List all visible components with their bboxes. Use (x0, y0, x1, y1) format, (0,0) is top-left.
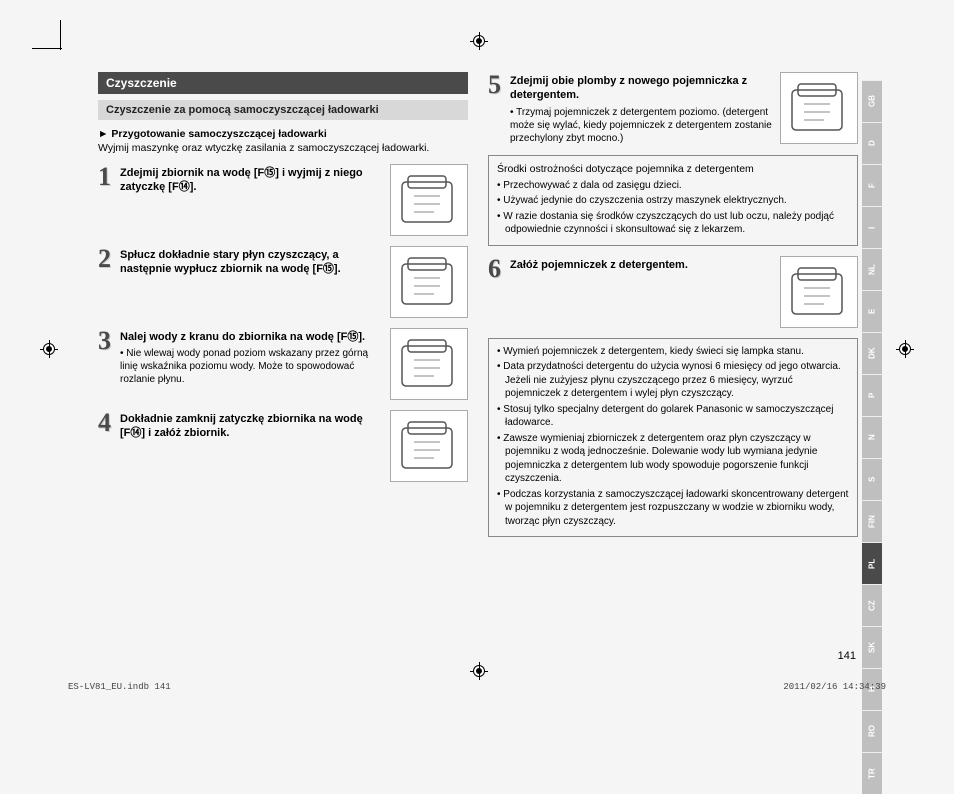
step-number: 4 (98, 408, 111, 437)
step-illustration (780, 72, 858, 144)
info-box: Wymień pojemniczek z detergentem, kiedy … (488, 338, 858, 538)
info-item: Wymień pojemniczek z detergentem, kiedy … (497, 345, 849, 359)
lang-tab-sk[interactable]: SK (862, 626, 882, 668)
step-number: 1 (98, 162, 111, 191)
lang-tab-f[interactable]: F (862, 164, 882, 206)
warning-item: W razie dostania się środków czyszczącyc… (497, 210, 849, 237)
lang-tab-tr[interactable]: TR (862, 752, 882, 794)
subsection-header: Czyszczenie za pomocą samoczyszczącej ła… (98, 100, 468, 120)
step-5: 5 Zdejmij obie plomby z nowego pojemniczk… (488, 72, 858, 145)
lang-tab-pl[interactable]: PL (862, 542, 882, 584)
info-item: Data przydatności detergentu do użycia w… (497, 360, 849, 401)
step-3: 3 Nalej wody z kranu do zbiornika na wodę… (98, 328, 468, 400)
right-column: 5 Zdejmij obie plomby z nowego pojemniczk… (488, 72, 858, 672)
lang-tab-s[interactable]: S (862, 458, 882, 500)
warning-item: Przechowywać z dala od zasięgu dzieci. (497, 179, 849, 193)
warning-box: Środki ostrożności dotyczące pojemnika z… (488, 155, 858, 246)
lang-tab-i[interactable]: I (862, 206, 882, 248)
lang-tab-nl[interactable]: NL (862, 248, 882, 290)
step-title: Dokładnie zamknij zatyczkę zbiornika na … (120, 412, 384, 441)
lang-tab-fin[interactable]: FIN (862, 500, 882, 542)
step-note: • Nie wlewaj wody ponad poziom wskazany … (120, 347, 384, 386)
step-illustration (390, 410, 468, 482)
step-illustration (390, 328, 468, 400)
step-title: Załóż pojemniczek z detergentem. (510, 258, 774, 272)
step-note: • Trzymaj pojemniczek z detergentem pozi… (510, 106, 774, 145)
step-illustration (390, 246, 468, 318)
footer-timestamp: 2011/02/16 14:34:39 (783, 682, 886, 692)
step-6: 6 Załóż pojemniczek z detergentem. (488, 256, 858, 328)
intro-heading: ►Przygotowanie samoczyszczącej ładowarki (98, 128, 468, 140)
step-title: Nalej wody z kranu do zbiornika na wodę … (120, 330, 384, 344)
lang-tab-gb[interactable]: GB (862, 80, 882, 122)
footer-filename: ES-LV81_EU.indb 141 (68, 682, 171, 692)
step-4: 4 Dokładnie zamknij zatyczkę zbiornika na… (98, 410, 468, 482)
info-item: Podczas korzystania z samoczyszczącej ła… (497, 488, 849, 529)
left-column: Czyszczenie Czyszczenie za pomocą samocz… (98, 72, 468, 672)
lang-tab-cz[interactable]: CZ (862, 584, 882, 626)
lang-tab-e[interactable]: E (862, 290, 882, 332)
step-title: Spłucz dokładnie stary płyn czyszczący, … (120, 248, 384, 277)
lang-tab-dk[interactable]: DK (862, 332, 882, 374)
lang-tab-d[interactable]: D (862, 122, 882, 164)
lang-tab-n[interactable]: N (862, 416, 882, 458)
step-illustration (780, 256, 858, 328)
section-header: Czyszczenie (98, 72, 468, 94)
step-1: 1 Zdejmij zbiornik na wodę [F⑮] i wyjmij … (98, 164, 468, 236)
lang-tab-p[interactable]: P (862, 374, 882, 416)
lang-tab-ro[interactable]: RO (862, 710, 882, 752)
arrow-icon: ► (98, 128, 108, 140)
warning-box-title: Środki ostrożności dotyczące pojemnika z… (497, 162, 849, 176)
step-illustration (390, 164, 468, 236)
step-number: 3 (98, 326, 111, 355)
step-number: 6 (488, 254, 501, 283)
page-content: Czyszczenie Czyszczenie za pomocą samocz… (98, 72, 858, 672)
step-2: 2 Spłucz dokładnie stary płyn czyszczący,… (98, 246, 468, 318)
step-number: 5 (488, 70, 501, 99)
page-number: 141 (838, 650, 856, 662)
step-title: Zdejmij zbiornik na wodę [F⑮] i wyjmij z… (120, 166, 384, 195)
warning-item: Używać jedynie do czyszczenia ostrzy mas… (497, 194, 849, 208)
info-item: Zawsze wymieniaj zbiorniczek z detergent… (497, 432, 849, 486)
info-item: Stosuj tylko specjalny detergent do gola… (497, 403, 849, 430)
step-number: 2 (98, 244, 111, 273)
step-title: Zdejmij obie plomby z nowego pojemniczka… (510, 74, 774, 103)
intro-text: Wyjmij maszynkę oraz wtyczkę zasilania z… (98, 142, 468, 154)
